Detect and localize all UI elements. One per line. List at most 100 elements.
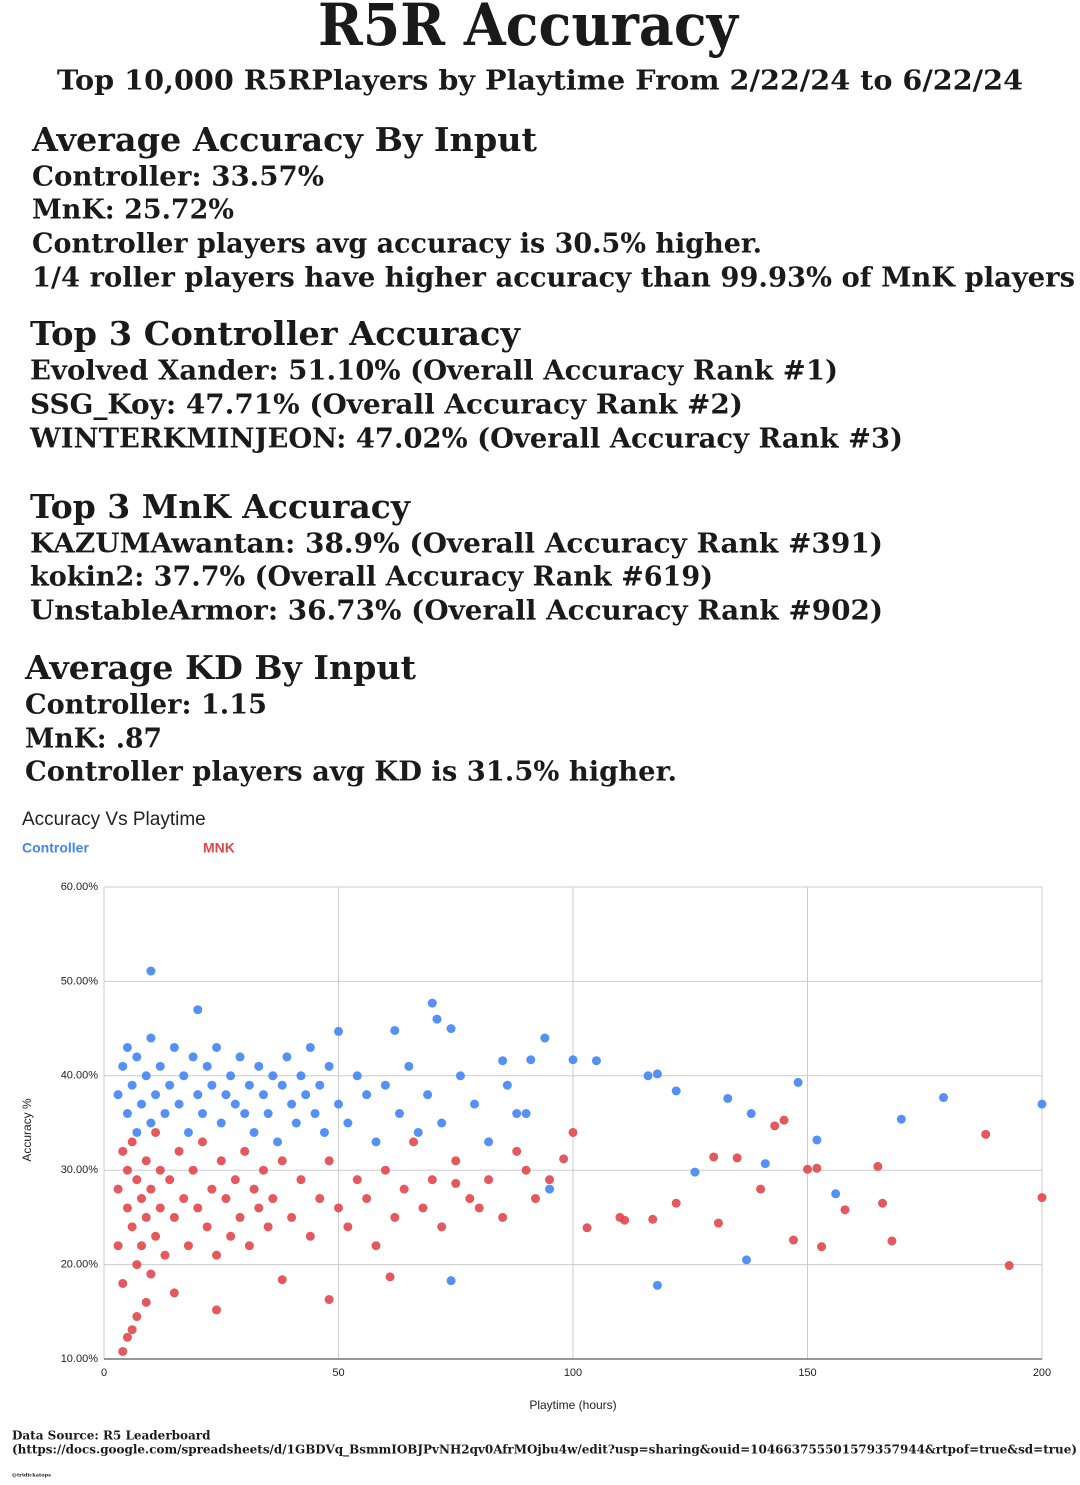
point xyxy=(530,1194,540,1204)
point xyxy=(451,1156,461,1166)
point xyxy=(390,1025,400,1035)
point xyxy=(258,1090,268,1100)
point xyxy=(277,1275,287,1285)
point xyxy=(118,1061,128,1071)
x-axis-label: Playtime (hours) xyxy=(529,1398,616,1412)
point xyxy=(451,1178,461,1188)
point xyxy=(474,1203,484,1213)
point xyxy=(146,1033,156,1043)
section-line: KAZUMAwantan: 38.9% (Overall Accuracy Ra… xyxy=(30,529,883,560)
point xyxy=(230,1175,240,1185)
point xyxy=(512,1146,522,1156)
point xyxy=(690,1167,700,1177)
point xyxy=(817,1242,827,1252)
point xyxy=(502,1080,512,1090)
point xyxy=(324,1295,334,1305)
point xyxy=(193,1090,203,1100)
point xyxy=(981,1129,991,1139)
point xyxy=(193,1005,203,1015)
point xyxy=(207,1080,217,1090)
point xyxy=(179,1071,189,1081)
point xyxy=(212,1042,222,1052)
point xyxy=(437,1222,447,1232)
point xyxy=(263,1222,273,1232)
point xyxy=(244,1080,254,1090)
point xyxy=(470,1099,480,1109)
point xyxy=(648,1214,658,1224)
point xyxy=(343,1222,353,1232)
point xyxy=(113,1090,123,1100)
y-axis-label: Accuracy % xyxy=(20,1098,34,1162)
point xyxy=(151,1090,161,1100)
point xyxy=(141,1156,151,1166)
point xyxy=(315,1194,325,1204)
point xyxy=(122,1165,132,1175)
point xyxy=(310,1109,320,1119)
point xyxy=(169,1042,179,1052)
point xyxy=(324,1156,334,1166)
legend-entry: MNK xyxy=(203,840,235,856)
point xyxy=(174,1099,184,1109)
point xyxy=(258,1165,268,1175)
point xyxy=(319,1127,329,1137)
y-tick-label: 40.00% xyxy=(61,1070,99,1082)
section-line: MnK: 25.72% xyxy=(32,195,234,226)
point xyxy=(296,1175,306,1185)
point xyxy=(394,1109,404,1119)
point xyxy=(132,1052,142,1062)
point xyxy=(141,1212,151,1222)
point xyxy=(277,1080,287,1090)
point xyxy=(273,1137,283,1147)
point xyxy=(671,1086,681,1096)
point xyxy=(254,1061,264,1071)
y-tick-label: 50.00% xyxy=(61,975,99,987)
point xyxy=(404,1061,414,1071)
point xyxy=(282,1052,292,1062)
section-line: Controller players avg KD is 31.5% highe… xyxy=(25,757,677,788)
point xyxy=(840,1205,850,1215)
point xyxy=(249,1127,259,1137)
point xyxy=(873,1161,883,1171)
subtitle: Top 10,000 R5RPlayers by Playtime From 2… xyxy=(57,66,1023,97)
point xyxy=(334,1203,343,1213)
point xyxy=(498,1056,508,1066)
section-line: Evolved Xander: 51.10% (Overall Accuracy… xyxy=(30,356,838,387)
credit: @tridickatops xyxy=(12,1472,51,1479)
section-heading: Top 3 Controller Accuracy xyxy=(30,314,521,353)
point xyxy=(878,1198,888,1208)
x-tick-label: 150 xyxy=(798,1367,816,1379)
point xyxy=(118,1146,128,1156)
point xyxy=(193,1203,203,1213)
point xyxy=(559,1154,569,1164)
point xyxy=(118,1278,128,1288)
section-line: Controller: 33.57% xyxy=(32,162,324,193)
point xyxy=(723,1093,733,1103)
point xyxy=(760,1159,770,1169)
point xyxy=(512,1109,522,1119)
point xyxy=(263,1109,273,1119)
point xyxy=(188,1052,198,1062)
point xyxy=(146,1269,156,1279)
point xyxy=(122,1203,132,1213)
point xyxy=(287,1212,297,1222)
section-line: 1/4 roller players have higher accuracy … xyxy=(32,263,1075,294)
point xyxy=(216,1118,226,1128)
point xyxy=(183,1127,193,1137)
point xyxy=(268,1071,278,1081)
y-tick-label: 30.00% xyxy=(61,1164,99,1176)
y-tick-label: 20.00% xyxy=(61,1259,99,1271)
point xyxy=(526,1055,536,1065)
legend-entry: Controller xyxy=(22,840,89,856)
point xyxy=(545,1175,555,1185)
point xyxy=(155,1061,165,1071)
point xyxy=(155,1203,165,1213)
point xyxy=(315,1080,325,1090)
source-url: (https://docs.google.com/spreadsheets/d/… xyxy=(12,1443,1077,1458)
point xyxy=(137,1099,147,1109)
point xyxy=(216,1156,226,1166)
section-heading: Average KD By Input xyxy=(24,648,417,687)
section-line: Controller: 1.15 xyxy=(25,690,267,721)
section-line: SSG_Koy: 47.71% (Overall Accuracy Rank #… xyxy=(30,390,743,421)
point xyxy=(385,1272,395,1282)
point xyxy=(179,1194,189,1204)
